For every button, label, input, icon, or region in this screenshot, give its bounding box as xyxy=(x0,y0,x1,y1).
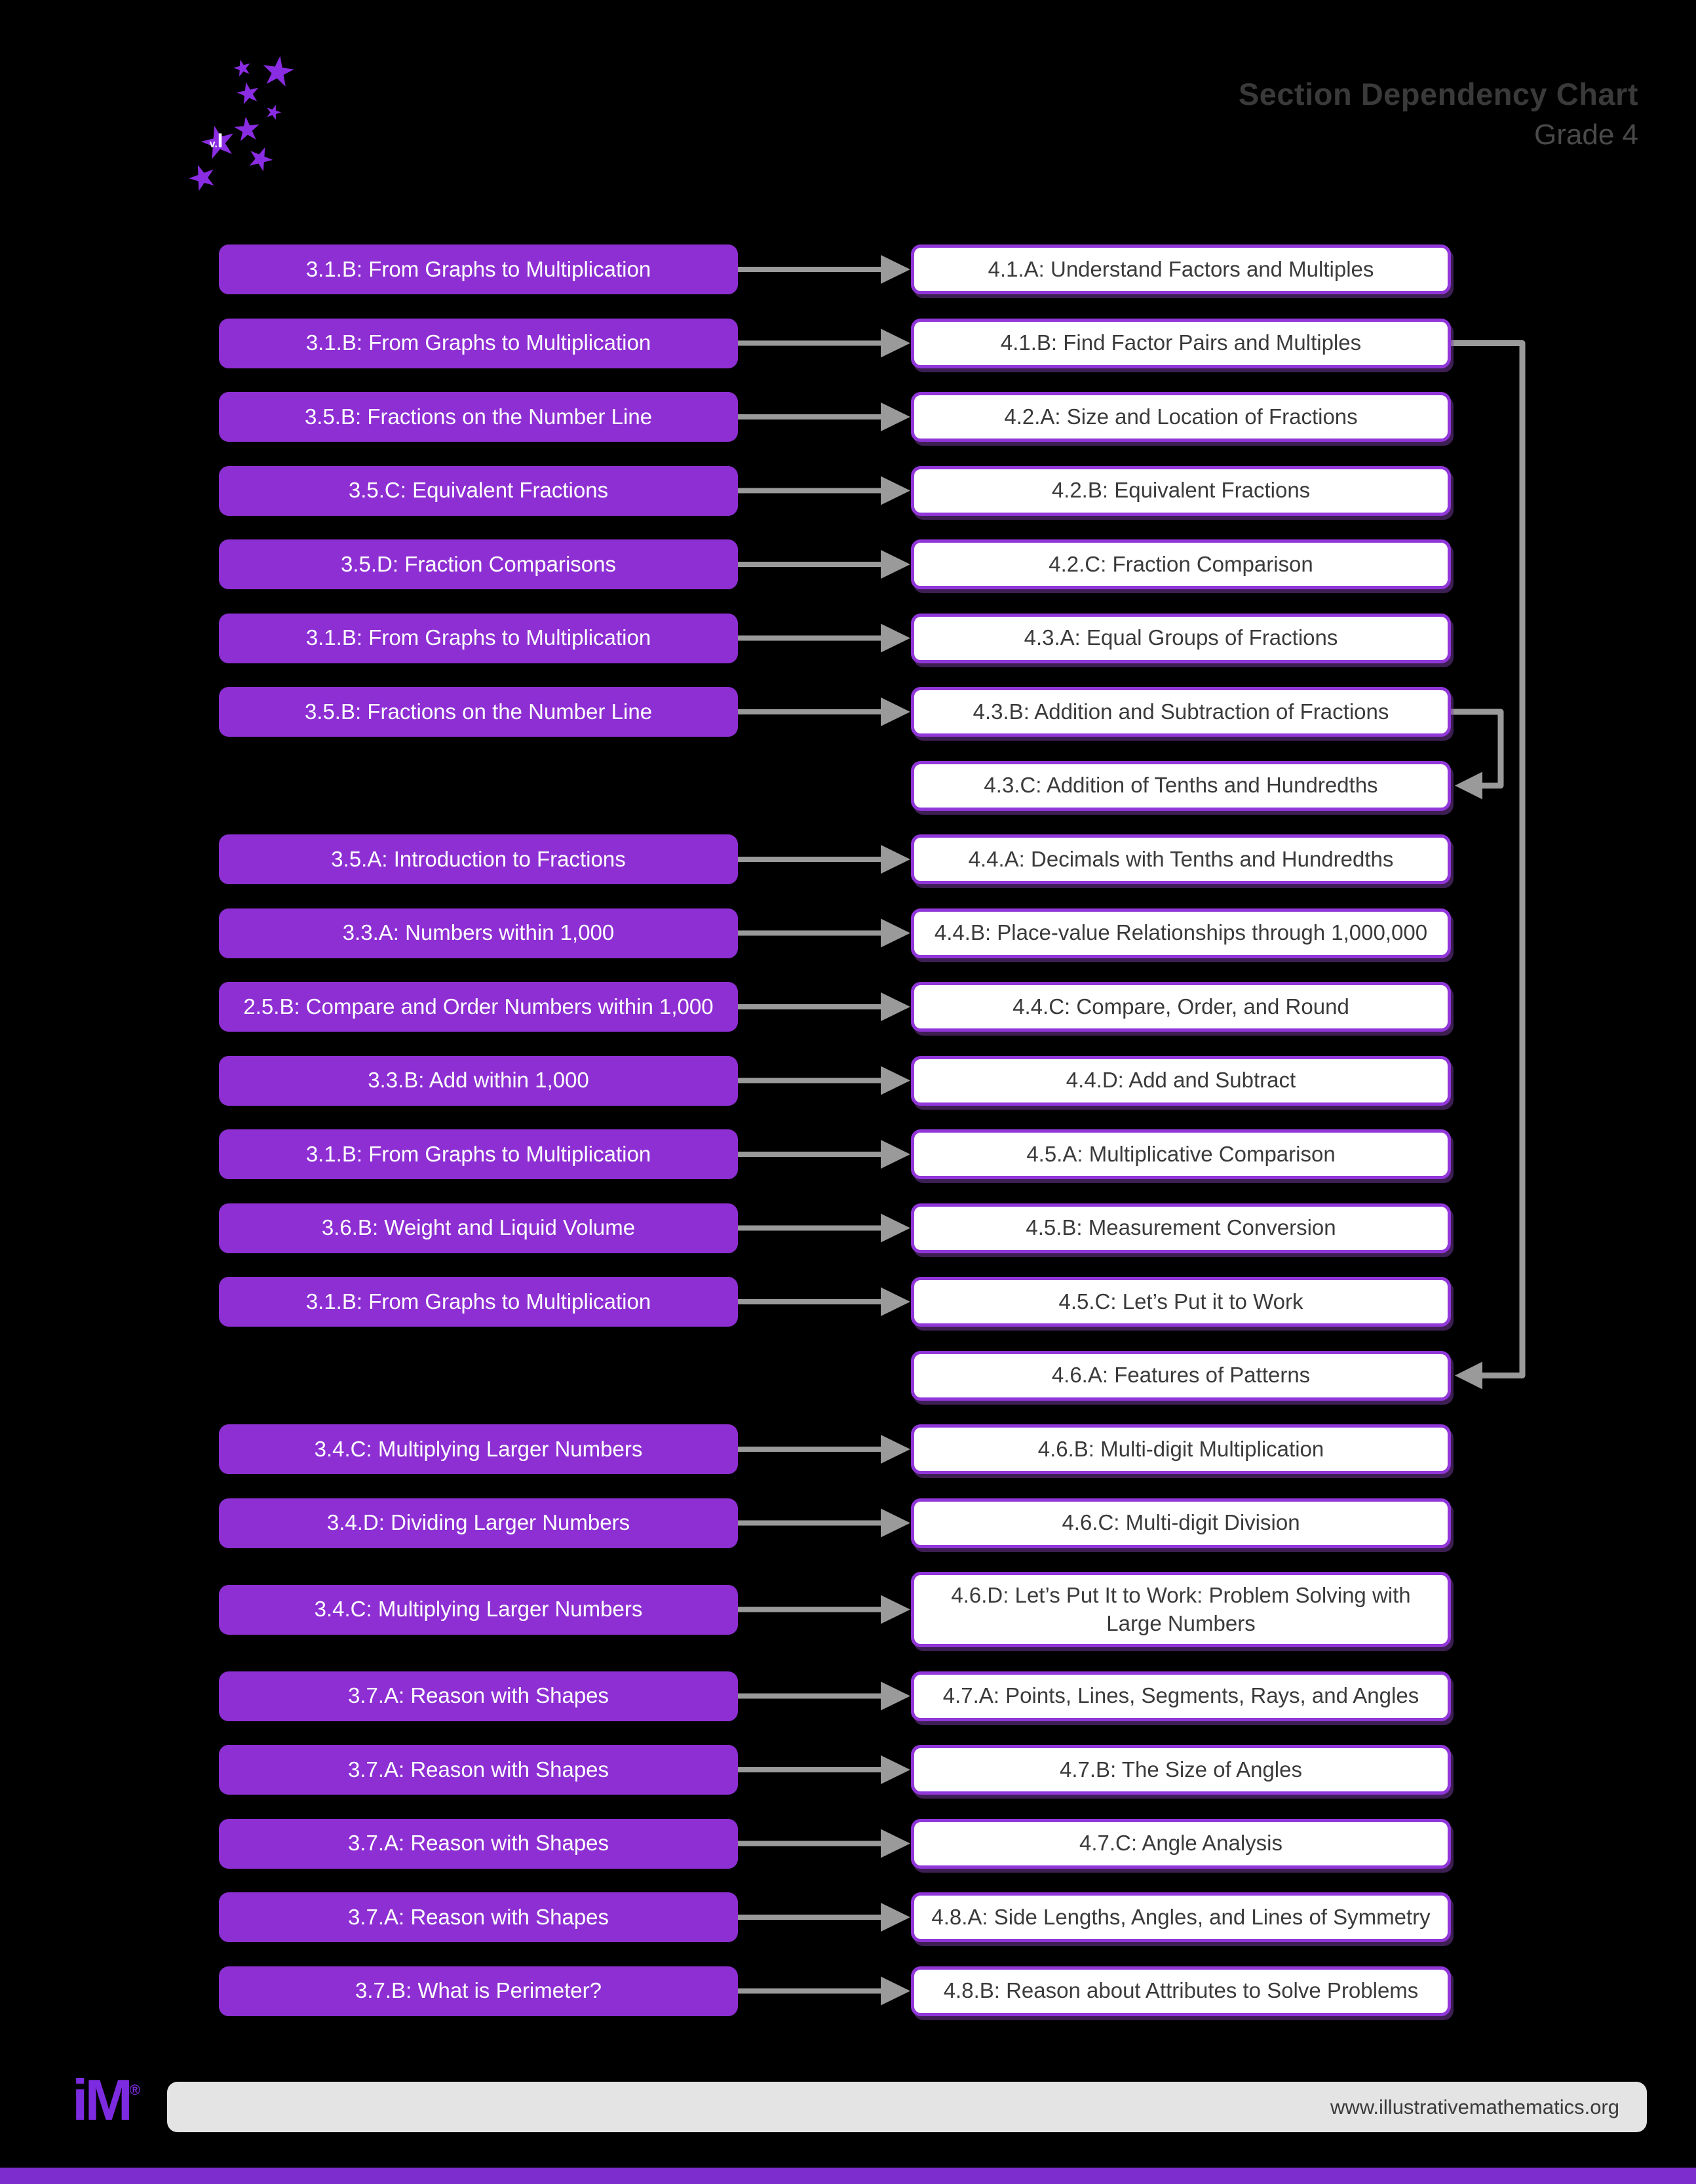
registered-mark: ® xyxy=(130,2082,140,2098)
grade4-section-box: 4.4.D: Add and Subtract xyxy=(911,1056,1451,1106)
im-footer-logo: iM® xyxy=(72,2071,140,2129)
grade3-section-box: 3.3.B: Add within 1,000 xyxy=(219,1056,738,1106)
dependency-arrow-icon xyxy=(738,1903,910,1932)
page: ★★★★★★v.I★★ Section Dependency Chart Gra… xyxy=(0,0,1696,2184)
dependency-connector-line xyxy=(1451,343,1522,1390)
grade4-section-box: 4.3.C: Addition of Tenths and Hundredths xyxy=(911,761,1451,811)
grade4-section-box: 4.2.A: Size and Location of Fractions xyxy=(911,392,1451,442)
dependency-arrow-icon xyxy=(738,1829,910,1858)
grade4-section-box: 4.7.B: The Size of Angles xyxy=(911,1745,1451,1795)
grade3-section-box: 3.4.C: Multiplying Larger Numbers xyxy=(219,1424,738,1474)
dependency-connector-line xyxy=(1451,712,1501,800)
grade3-section-box: 3.7.A: Reason with Shapes xyxy=(219,1671,738,1721)
grade4-section-box: 4.6.B: Multi-digit Multiplication xyxy=(911,1424,1451,1474)
footer-url[interactable]: www.illustrativemathematics.org xyxy=(1330,2096,1619,2119)
grade4-section-box: 4.1.B: Find Factor Pairs and Multiples xyxy=(911,319,1451,368)
grade4-section-box: 4.4.C: Compare, Order, and Round xyxy=(911,982,1451,1032)
grade4-section-box: 4.7.A: Points, Lines, Segments, Rays, an… xyxy=(911,1671,1451,1721)
logo-version-badge: v.I xyxy=(210,130,223,151)
grade4-section-box: 4.4.B: Place-value Relationships through… xyxy=(911,908,1451,958)
grade4-section-box: 4.5.A: Multiplicative Comparison xyxy=(911,1129,1451,1179)
dependency-arrow-icon xyxy=(738,1287,910,1316)
grade4-section-box: 4.6.C: Multi-digit Division xyxy=(911,1498,1451,1548)
dependency-arrow-icon xyxy=(738,919,910,948)
grade4-section-box: 4.8.A: Side Lengths, Angles, and Lines o… xyxy=(911,1892,1451,1942)
grade4-section-box: 4.5.C: Let’s Put it to Work xyxy=(911,1277,1451,1327)
grade4-section-box: 4.8.B: Reason about Attributes to Solve … xyxy=(911,1966,1451,2016)
grade3-section-box: 3.7.A: Reason with Shapes xyxy=(219,1745,738,1795)
grade3-section-box: 3.5.B: Fractions on the Number Line xyxy=(219,687,738,737)
grade3-section-box: 3.1.B: From Graphs to Multiplication xyxy=(219,319,738,368)
grade4-section-box: 4.3.A: Equal Groups of Fractions xyxy=(911,614,1451,663)
dependency-arrow-icon xyxy=(738,477,910,505)
grade3-section-box: 3.1.B: From Graphs to Multiplication xyxy=(219,614,738,663)
dependency-arrow-icon xyxy=(738,1595,910,1624)
grade3-section-box: 3.1.B: From Graphs to Multiplication xyxy=(219,1277,738,1327)
grade4-section-box: 4.7.C: Angle Analysis xyxy=(911,1819,1451,1869)
im-logo-text: iM xyxy=(72,2067,130,2132)
grade3-section-box: 3.5.D: Fraction Comparisons xyxy=(219,539,738,589)
dependency-arrow-icon xyxy=(738,255,910,284)
grade3-section-box: 3.4.C: Multiplying Larger Numbers xyxy=(219,1585,738,1635)
grade4-section-box: 4.1.A: Understand Factors and Multiples xyxy=(911,244,1451,294)
grade3-section-box: 3.4.D: Dividing Larger Numbers xyxy=(219,1498,738,1548)
grade3-section-box: 3.6.B: Weight and Liquid Volume xyxy=(219,1203,738,1253)
grade3-section-box: 3.1.B: From Graphs to Multiplication xyxy=(219,1129,738,1179)
grade3-section-box: 3.3.A: Numbers within 1,000 xyxy=(219,908,738,958)
grade4-section-box: 4.3.B: Addition and Subtraction of Fract… xyxy=(911,687,1451,737)
star-icon: ★ xyxy=(257,49,299,94)
dependency-arrow-icon xyxy=(738,845,910,874)
star-icon: ★ xyxy=(262,101,285,125)
dependency-arrow-icon xyxy=(738,402,910,431)
grade3-section-box: 3.7.B: What is Perimeter? xyxy=(219,1966,738,2016)
page-subtitle: Grade 4 xyxy=(1239,119,1638,151)
grade3-section-box: 3.5.A: Introduction to Fractions xyxy=(219,834,738,884)
grade3-section-box: 2.5.B: Compare and Order Numbers within … xyxy=(219,982,738,1032)
dependency-arrow-icon xyxy=(738,992,910,1021)
grade3-section-box: 3.7.A: Reason with Shapes xyxy=(219,1892,738,1942)
dependency-arrow-icon xyxy=(738,1755,910,1784)
dependency-arrow-icon xyxy=(738,329,910,358)
dependency-arrow-icon xyxy=(738,1682,910,1711)
footer-bar: www.illustrativemathematics.org xyxy=(167,2082,1647,2132)
grade4-section-box: 4.2.B: Equivalent Fractions xyxy=(911,466,1451,516)
grade4-section-box: 4.5.B: Measurement Conversion xyxy=(911,1203,1451,1253)
dependency-arrow-icon xyxy=(738,1509,910,1538)
grade3-section-box: 3.5.C: Equivalent Fractions xyxy=(219,466,738,516)
im-stars-logo: ★★★★★★v.I★★ xyxy=(0,0,341,223)
grade4-section-box: 4.4.A: Decimals with Tenths and Hundredt… xyxy=(911,834,1451,884)
dependency-arrow-icon xyxy=(738,550,910,579)
grade3-section-box: 3.5.B: Fractions on the Number Line xyxy=(219,392,738,442)
title-block: Section Dependency Chart Grade 4 xyxy=(1239,76,1638,151)
dependency-arrow-icon xyxy=(738,697,910,726)
grade4-section-box: 4.2.C: Fraction Comparison xyxy=(911,539,1451,589)
grade4-section-box: 4.6.D: Let’s Put It to Work: Problem Sol… xyxy=(911,1572,1451,1647)
page-title: Section Dependency Chart xyxy=(1239,76,1638,112)
grade4-section-box: 4.6.A: Features of Patterns xyxy=(911,1351,1451,1401)
dependency-arrow-icon xyxy=(738,624,910,653)
bottom-accent-strip xyxy=(0,2168,1696,2184)
dependency-arrow-icon xyxy=(738,1435,910,1464)
dependency-arrow-icon xyxy=(738,1066,910,1095)
grade3-section-box: 3.7.A: Reason with Shapes xyxy=(219,1819,738,1869)
dependency-arrow-icon xyxy=(738,1140,910,1169)
grade3-section-box: 3.1.B: From Graphs to Multiplication xyxy=(219,244,738,294)
dependency-arrow-icon xyxy=(738,1214,910,1243)
dependency-arrow-icon xyxy=(738,1977,910,2006)
